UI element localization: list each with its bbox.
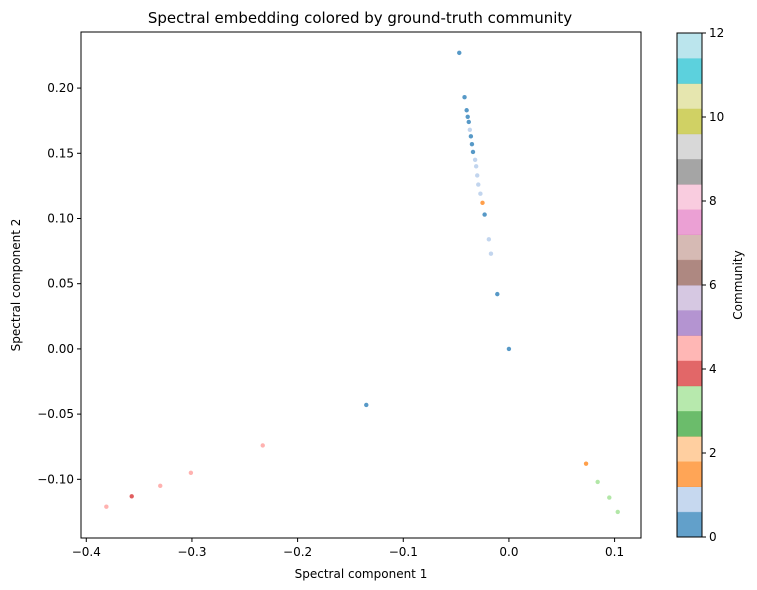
y-tick-label: 0.05: [47, 277, 74, 291]
data-point: [480, 200, 485, 206]
data-point: [470, 149, 476, 155]
x-tick-label: −0.3: [177, 545, 206, 559]
data-point: [462, 95, 467, 100]
colorbar: 0 2 4 6 8 10 12 Community: [676, 26, 745, 544]
plot-area: [80, 31, 642, 539]
data-point: [473, 164, 479, 169]
data-point: [482, 212, 487, 217]
data-point: [472, 157, 478, 163]
data-point: [457, 50, 462, 56]
colorbar-swatch: [677, 436, 702, 462]
colorbar-ticks: 0 2 4 6 8 10 12: [702, 26, 724, 544]
colorbar-swatch: [677, 310, 702, 336]
data-point: [595, 479, 600, 485]
data-point: [129, 494, 134, 499]
y-axis-label: Spectral component 2: [9, 219, 23, 352]
colorbar-swatch: [677, 83, 702, 109]
colorbar-swatch: [677, 335, 702, 361]
data-point: [478, 191, 483, 196]
y-tick-label: 0.20: [47, 81, 74, 95]
x-tick-label: 0.0: [499, 545, 518, 559]
colorbar-swatch: [677, 133, 702, 160]
x-tick-label: −0.4: [72, 545, 101, 559]
x-axis: −0.4 −0.3 −0.2 −0.1 0.0 0.1: [72, 538, 624, 559]
colorbar-swatch: [677, 385, 702, 412]
x-tick-label: −0.2: [283, 545, 312, 559]
data-point: [464, 108, 469, 113]
colorbar-tick-label: 0: [709, 530, 717, 544]
data-point: [486, 237, 492, 242]
y-tick-label: 0.10: [47, 211, 74, 225]
data-point: [469, 141, 475, 147]
colorbar-swatch: [677, 108, 702, 135]
x-axis-label: Spectral component 1: [295, 567, 428, 581]
y-tick-label: −0.10: [37, 472, 74, 486]
data-point: [465, 114, 470, 119]
data-point: [188, 470, 194, 475]
x-tick-label: −0.1: [389, 545, 418, 559]
data-point: [615, 509, 620, 515]
colorbar-swatch: [677, 259, 702, 286]
data-point: [583, 461, 589, 466]
data-point: [475, 173, 480, 178]
colorbar-tick-label: 12: [709, 26, 724, 40]
colorbar-tick-label: 6: [709, 278, 717, 292]
data-point: [495, 291, 500, 297]
y-tick-label: 0.00: [47, 342, 74, 356]
colorbar-label: Community: [731, 250, 745, 319]
colorbar-swatch: [677, 209, 702, 235]
data-point: [506, 346, 512, 352]
colorbar-swatch: [677, 33, 702, 59]
colorbar-swatch: [677, 184, 702, 210]
colorbar-swatch: [677, 285, 702, 311]
colorbar-swatch: [677, 486, 702, 513]
data-point: [466, 119, 471, 125]
data-point: [364, 402, 369, 408]
data-point: [476, 182, 481, 187]
y-tick-label: 0.15: [47, 146, 74, 160]
colorbar-swatch: [677, 58, 702, 84]
data-point: [104, 504, 109, 509]
colorbar-tick-label: 4: [709, 362, 717, 376]
colorbar-swatch: [677, 159, 702, 185]
colorbar-swatch: [677, 411, 702, 437]
data-point: [467, 127, 473, 133]
colorbar-swatches: [677, 33, 702, 538]
colorbar-swatch: [677, 360, 702, 387]
x-tick-label: 0.1: [605, 545, 624, 559]
colorbar-tick-label: 10: [709, 110, 724, 124]
colorbar-tick-label: 8: [709, 194, 717, 208]
y-axis: −0.10 −0.05 0.00 0.05 0.10 0.15 0.20: [37, 81, 81, 486]
data-point: [260, 443, 265, 448]
colorbar-swatch: [677, 511, 702, 538]
colorbar-swatch: [677, 234, 702, 261]
plot-frame: [80, 31, 642, 539]
y-tick-label: −0.05: [37, 407, 74, 421]
data-point: [488, 251, 494, 256]
data-point: [607, 495, 612, 500]
chart-title: Spectral embedding colored by ground-tru…: [148, 9, 572, 27]
data-point: [158, 483, 163, 489]
data-points: [104, 50, 620, 515]
data-point: [468, 134, 474, 139]
colorbar-tick-label: 2: [709, 446, 717, 460]
colorbar-swatch: [677, 461, 702, 487]
